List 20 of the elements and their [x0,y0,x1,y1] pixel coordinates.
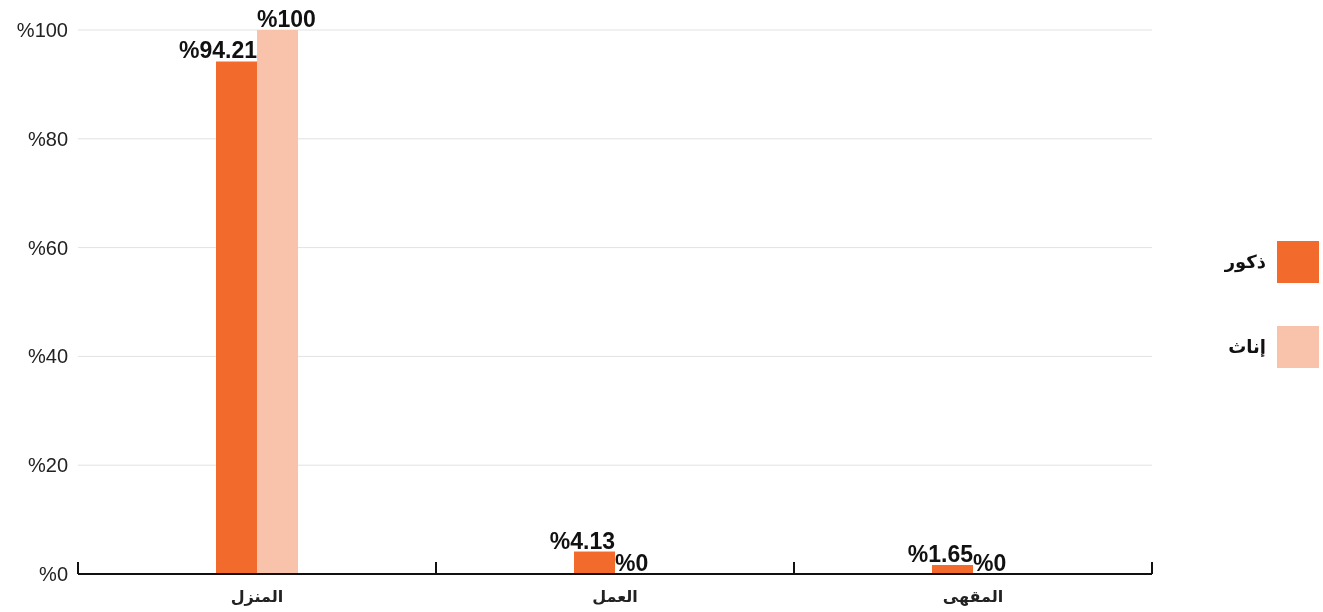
y-tick-label: %0 [39,563,68,585]
y-tick-label: %40 [27,345,68,368]
data-label: %1.65 [907,541,974,568]
data-label: %4.13 [549,527,615,554]
x-tick-label: المقهى [942,588,1004,606]
legend-label: ذكور [1223,252,1266,274]
x-tick-label: العمل [592,588,638,605]
bar [574,551,615,574]
y-tick-label: %60 [27,236,68,259]
data-label: %0 [973,550,1007,576]
y-tick-label: %100 [16,19,68,41]
legend-label: إناث [1228,337,1266,358]
y-tick-label: %80 [27,127,68,150]
bar [257,30,298,574]
x-tick-label: المنزل [230,588,284,606]
data-label: %0 [615,550,649,576]
data-label: %94.21 [178,37,258,64]
bar [216,61,257,574]
y-tick-label: %20 [27,454,68,477]
data-label: %100 [257,6,316,32]
